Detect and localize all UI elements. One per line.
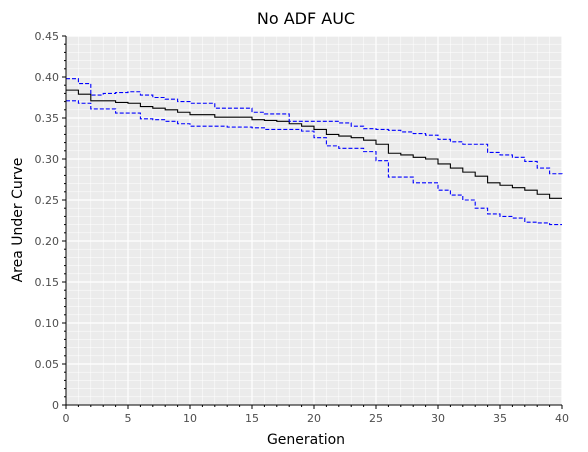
y-tick-label: 0.15 <box>35 276 60 289</box>
y-tick-label: 0.35 <box>35 112 60 125</box>
y-tick-label: 0.10 <box>35 317 60 330</box>
y-tick-label: 0.25 <box>35 194 60 207</box>
x-tick-label: 35 <box>493 412 507 425</box>
x-tick-label: 20 <box>307 412 321 425</box>
series-layer <box>66 78 563 226</box>
x-tick-label: 15 <box>245 412 259 425</box>
x-tick-label: 30 <box>431 412 445 425</box>
y-tick-label: 0.30 <box>35 153 60 166</box>
x-tick-label: 5 <box>125 412 132 425</box>
x-tick-label: 25 <box>369 412 383 425</box>
series-line-mean <box>66 89 562 199</box>
x-tick-label: 40 <box>555 412 569 425</box>
chart-title: No ADF AUC <box>257 9 355 28</box>
y-tick-label: 0.45 <box>35 30 60 43</box>
x-axis-title: Generation <box>267 432 345 448</box>
x-ticks: 0 5 10 15 20 25 30 35 40 <box>63 405 569 425</box>
y-tick-label: 0 <box>52 399 59 412</box>
y-tick-label: 0.20 <box>35 235 60 248</box>
y-tick-label: 0.05 <box>35 358 60 371</box>
y-ticks: 0 0.05 0.10 0.15 0.20 0.25 0.30 0.35 0.40 0.45 <box>35 30 66 412</box>
series-line-bound-1 <box>66 78 563 176</box>
x-tick-label: 10 <box>183 412 197 425</box>
y-tick-label: 0.40 <box>35 71 60 84</box>
x-tick-label: 0 <box>63 412 70 425</box>
y-axis-title: Area Under Curve <box>10 158 26 283</box>
series-line-bound-2 <box>66 100 562 226</box>
